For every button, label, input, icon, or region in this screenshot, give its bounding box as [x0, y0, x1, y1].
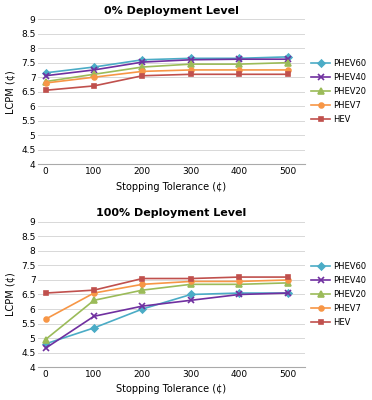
- PHEV20: [285, 280, 290, 285]
- Line: PHEV20: PHEV20: [43, 60, 291, 84]
- Line: HEV: HEV: [43, 72, 290, 93]
- PHEV20: [285, 60, 290, 65]
- Title: 100% Deployment Level: 100% Deployment Level: [96, 208, 247, 218]
- PHEV20: [43, 337, 48, 342]
- PHEV60: [189, 292, 193, 297]
- PHEV40: [237, 57, 241, 62]
- PHEV40: [140, 304, 145, 308]
- X-axis label: Stopping Tolerance (¢): Stopping Tolerance (¢): [116, 384, 227, 394]
- Legend: PHEV60, PHEV40, PHEV20, PHEV7, HEV: PHEV60, PHEV40, PHEV20, PHEV7, HEV: [311, 59, 366, 124]
- PHEV7: [92, 291, 96, 296]
- PHEV60: [92, 65, 96, 70]
- PHEV20: [92, 72, 96, 77]
- Line: PHEV40: PHEV40: [42, 290, 291, 352]
- PHEV7: [237, 279, 241, 284]
- PHEV40: [92, 314, 96, 319]
- PHEV20: [189, 62, 193, 66]
- PHEV20: [92, 298, 96, 303]
- PHEV60: [140, 307, 145, 312]
- Y-axis label: LCPM (¢): LCPM (¢): [6, 70, 16, 114]
- Line: PHEV7: PHEV7: [43, 68, 290, 86]
- HEV: [92, 288, 96, 292]
- HEV: [237, 72, 241, 77]
- Line: PHEV60: PHEV60: [43, 54, 290, 75]
- PHEV7: [43, 317, 48, 322]
- PHEV40: [285, 57, 290, 62]
- PHEV40: [237, 292, 241, 297]
- Line: PHEV60: PHEV60: [43, 291, 290, 346]
- HEV: [92, 84, 96, 88]
- PHEV7: [189, 68, 193, 72]
- PHEV40: [92, 68, 96, 72]
- HEV: [189, 276, 193, 281]
- PHEV60: [140, 57, 145, 62]
- PHEV20: [237, 282, 241, 287]
- PHEV20: [43, 79, 48, 84]
- PHEV20: [189, 282, 193, 287]
- PHEV20: [237, 62, 241, 66]
- PHEV20: [140, 288, 145, 292]
- PHEV60: [237, 291, 241, 296]
- PHEV7: [140, 69, 145, 74]
- PHEV7: [92, 75, 96, 80]
- X-axis label: Stopping Tolerance (¢): Stopping Tolerance (¢): [116, 182, 227, 192]
- PHEV60: [43, 342, 48, 346]
- PHEV7: [285, 278, 290, 282]
- PHEV7: [43, 81, 48, 86]
- Legend: PHEV60, PHEV40, PHEV20, PHEV7, HEV: PHEV60, PHEV40, PHEV20, PHEV7, HEV: [311, 262, 366, 327]
- HEV: [43, 88, 48, 93]
- PHEV60: [237, 56, 241, 61]
- HEV: [43, 291, 48, 296]
- PHEV60: [285, 291, 290, 296]
- HEV: [140, 73, 145, 78]
- PHEV20: [140, 65, 145, 70]
- PHEV7: [237, 68, 241, 72]
- PHEV60: [92, 326, 96, 330]
- PHEV40: [43, 346, 48, 351]
- Line: HEV: HEV: [43, 275, 290, 296]
- PHEV7: [140, 282, 145, 287]
- HEV: [237, 275, 241, 280]
- Line: PHEV40: PHEV40: [42, 56, 291, 79]
- PHEV40: [189, 298, 193, 303]
- HEV: [285, 72, 290, 77]
- Y-axis label: LCPM (¢): LCPM (¢): [6, 273, 16, 316]
- HEV: [285, 275, 290, 280]
- PHEV7: [285, 68, 290, 72]
- PHEV7: [189, 279, 193, 284]
- Title: 0% Deployment Level: 0% Deployment Level: [104, 6, 239, 16]
- Line: PHEV20: PHEV20: [43, 280, 291, 342]
- PHEV40: [43, 73, 48, 78]
- PHEV40: [189, 57, 193, 62]
- HEV: [140, 276, 145, 281]
- HEV: [189, 72, 193, 77]
- PHEV60: [189, 56, 193, 61]
- PHEV60: [43, 70, 48, 75]
- PHEV60: [285, 54, 290, 59]
- Line: PHEV7: PHEV7: [43, 278, 290, 322]
- PHEV40: [285, 291, 290, 296]
- PHEV40: [140, 60, 145, 64]
